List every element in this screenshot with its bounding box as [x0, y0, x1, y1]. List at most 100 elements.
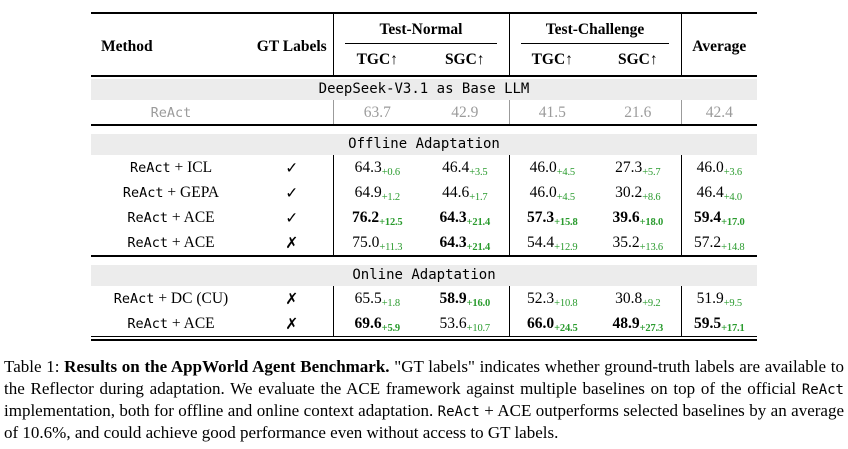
score-cell: 58.9+16.0 [421, 286, 509, 311]
score-value: 69.6 [354, 314, 382, 332]
score-value: 53.6 [439, 314, 467, 332]
group-label-test-challenge: Test-Challenge [520, 21, 670, 44]
caption-segment: + ACE outperforms selected baselines by … [4, 401, 844, 443]
score-delta: +24.5 [554, 322, 578, 334]
score-value: 27.3 [615, 158, 643, 176]
score-value: 21.6 [624, 103, 652, 121]
score-value: 48.9 [612, 314, 640, 332]
score-value: 46.0 [529, 158, 557, 176]
score-cell: 54.4+12.9 [508, 230, 596, 256]
score-value: 57.2 [694, 233, 722, 251]
score-value: 54.4 [527, 233, 555, 251]
score-value: 76.2 [352, 208, 380, 226]
method-cell: ReAct + ICL [91, 155, 251, 180]
score-value: 64.9 [354, 183, 382, 201]
score-cell: 75.0+11.3 [332, 230, 421, 256]
score-delta: +5.7 [642, 166, 661, 178]
score-delta: +9.5 [723, 297, 742, 309]
score-value: 65.5 [354, 289, 382, 307]
score-value: 64.3 [439, 208, 467, 226]
score-cell: 51.9+9.5 [680, 286, 758, 311]
score-value: 39.6 [612, 208, 640, 226]
score-cell: 59.5+17.1 [680, 311, 758, 337]
score-value: 64.3 [439, 233, 467, 251]
gt-cross-icon: ✗ [285, 315, 299, 333]
score-cell: 59.4+17.0 [680, 205, 758, 230]
score-cell: 53.6+10.7 [421, 311, 509, 337]
method-name-mono: ReAct [127, 316, 168, 332]
table-row: ReAct + ACE ✗ 75.0+11.3 64.3+21.4 54.4+12.9 3… [91, 230, 758, 256]
score-cell: 46.0+4.5 [508, 180, 596, 205]
score-cell: 64.3+0.6 [332, 155, 421, 180]
score-delta: +10.8 [554, 297, 578, 309]
score-value: 46.4 [696, 183, 724, 201]
score-cell: 69.6+5.9 [332, 311, 421, 337]
score-cell: 48.9+27.3 [595, 311, 681, 337]
caption-segment: ReAct [437, 404, 480, 421]
score-cell: 30.8+9.2 [595, 286, 681, 311]
score-value: 42.4 [705, 103, 733, 121]
caption-segment: Table 1: [4, 357, 65, 376]
score-value: 41.5 [538, 103, 566, 121]
caption-segment: implementation, both for offline and onl… [4, 401, 438, 421]
col-header-sgc-normal: SGC↑ [444, 51, 485, 68]
score-value: 42.9 [451, 103, 479, 121]
score-cell: 30.2+8.6 [595, 180, 681, 205]
table-header: Method GT Labels Test-Normal Test-Challe… [91, 13, 758, 76]
method-name-rest: + ACE [168, 234, 215, 251]
gt-check-icon: ✓ [285, 159, 299, 177]
score-value: 46.0 [529, 183, 557, 201]
caption-segment: ReAct [801, 382, 844, 399]
score-delta: +10.7 [466, 322, 490, 334]
score-delta: +14.8 [721, 241, 745, 253]
col-group-test-normal: Test-Normal [332, 13, 510, 46]
score-value: 58.9 [439, 289, 467, 307]
caption-segment: Results on the AppWorld Agent Benchmark. [64, 357, 395, 376]
score-value: 35.2 [612, 233, 640, 251]
results-table: Method GT Labels Test-Normal Test-Challe… [91, 12, 758, 341]
results-table-body: DeepSeek-V3.1 as Base LLM ReAct 63.7 42.9 41… [91, 75, 758, 337]
score-cell: 57.3+15.8 [508, 205, 596, 230]
score-delta: +4.5 [556, 166, 575, 178]
score-value: 59.4 [694, 208, 722, 226]
method-name-mono: ReAct [122, 185, 164, 201]
score-value: 46.0 [696, 158, 724, 176]
score-delta: +21.4 [466, 241, 491, 253]
score-cell: 42.9 [421, 100, 509, 125]
caption-segment: "GT labels" indicates whether ground-tru… [4, 357, 844, 399]
score-delta: +8.6 [642, 191, 661, 203]
gt-cross-icon: ✗ [285, 290, 299, 308]
table-row: ReAct + ICL ✓ 64.3+0.6 46.4+3.5 46.0+4.5 27.3… [91, 155, 758, 180]
score-cell: 35.2+13.6 [595, 230, 681, 256]
score-cell: 27.3+5.7 [595, 155, 681, 180]
score-delta: +16.0 [466, 297, 491, 309]
score-value: 51.9 [696, 289, 724, 307]
method-name-rest: + ICL [170, 159, 213, 176]
score-delta: +0.6 [381, 166, 400, 178]
score-cell: 46.0+3.6 [680, 155, 758, 180]
score-delta: +3.6 [723, 166, 742, 178]
method-name-rest: + ACE [168, 315, 215, 332]
score-delta: +5.9 [381, 322, 401, 334]
score-delta: +15.8 [554, 216, 578, 228]
section-header-row: Offline Adaptation [91, 124, 758, 155]
score-value: 57.3 [527, 208, 555, 226]
score-value: 44.6 [442, 183, 470, 201]
col-header-gt-labels: GT Labels [256, 38, 327, 55]
score-value: 59.5 [694, 314, 722, 332]
table-row: ReAct + ACE ✗ 69.6+5.9 53.6+10.7 66.0+24.5 48… [91, 311, 758, 337]
method-name-rest: + DC (CU) [154, 290, 229, 307]
section-header-row: DeepSeek-V3.1 as Base LLM [91, 75, 758, 100]
score-cell: 76.2+12.5 [332, 205, 421, 230]
score-value: 52.3 [527, 289, 555, 307]
section-title: Offline Adaptation [91, 134, 758, 155]
col-header-average: Average [680, 13, 758, 76]
score-delta: +12.5 [379, 216, 403, 228]
score-cell: 57.2+14.8 [680, 230, 758, 256]
score-cell: 44.6+1.7 [421, 180, 509, 205]
score-cell: 64.9+1.2 [332, 180, 421, 205]
score-value: 64.3 [354, 158, 382, 176]
score-delta: +11.3 [379, 241, 403, 253]
score-cell: 41.5 [508, 100, 596, 125]
